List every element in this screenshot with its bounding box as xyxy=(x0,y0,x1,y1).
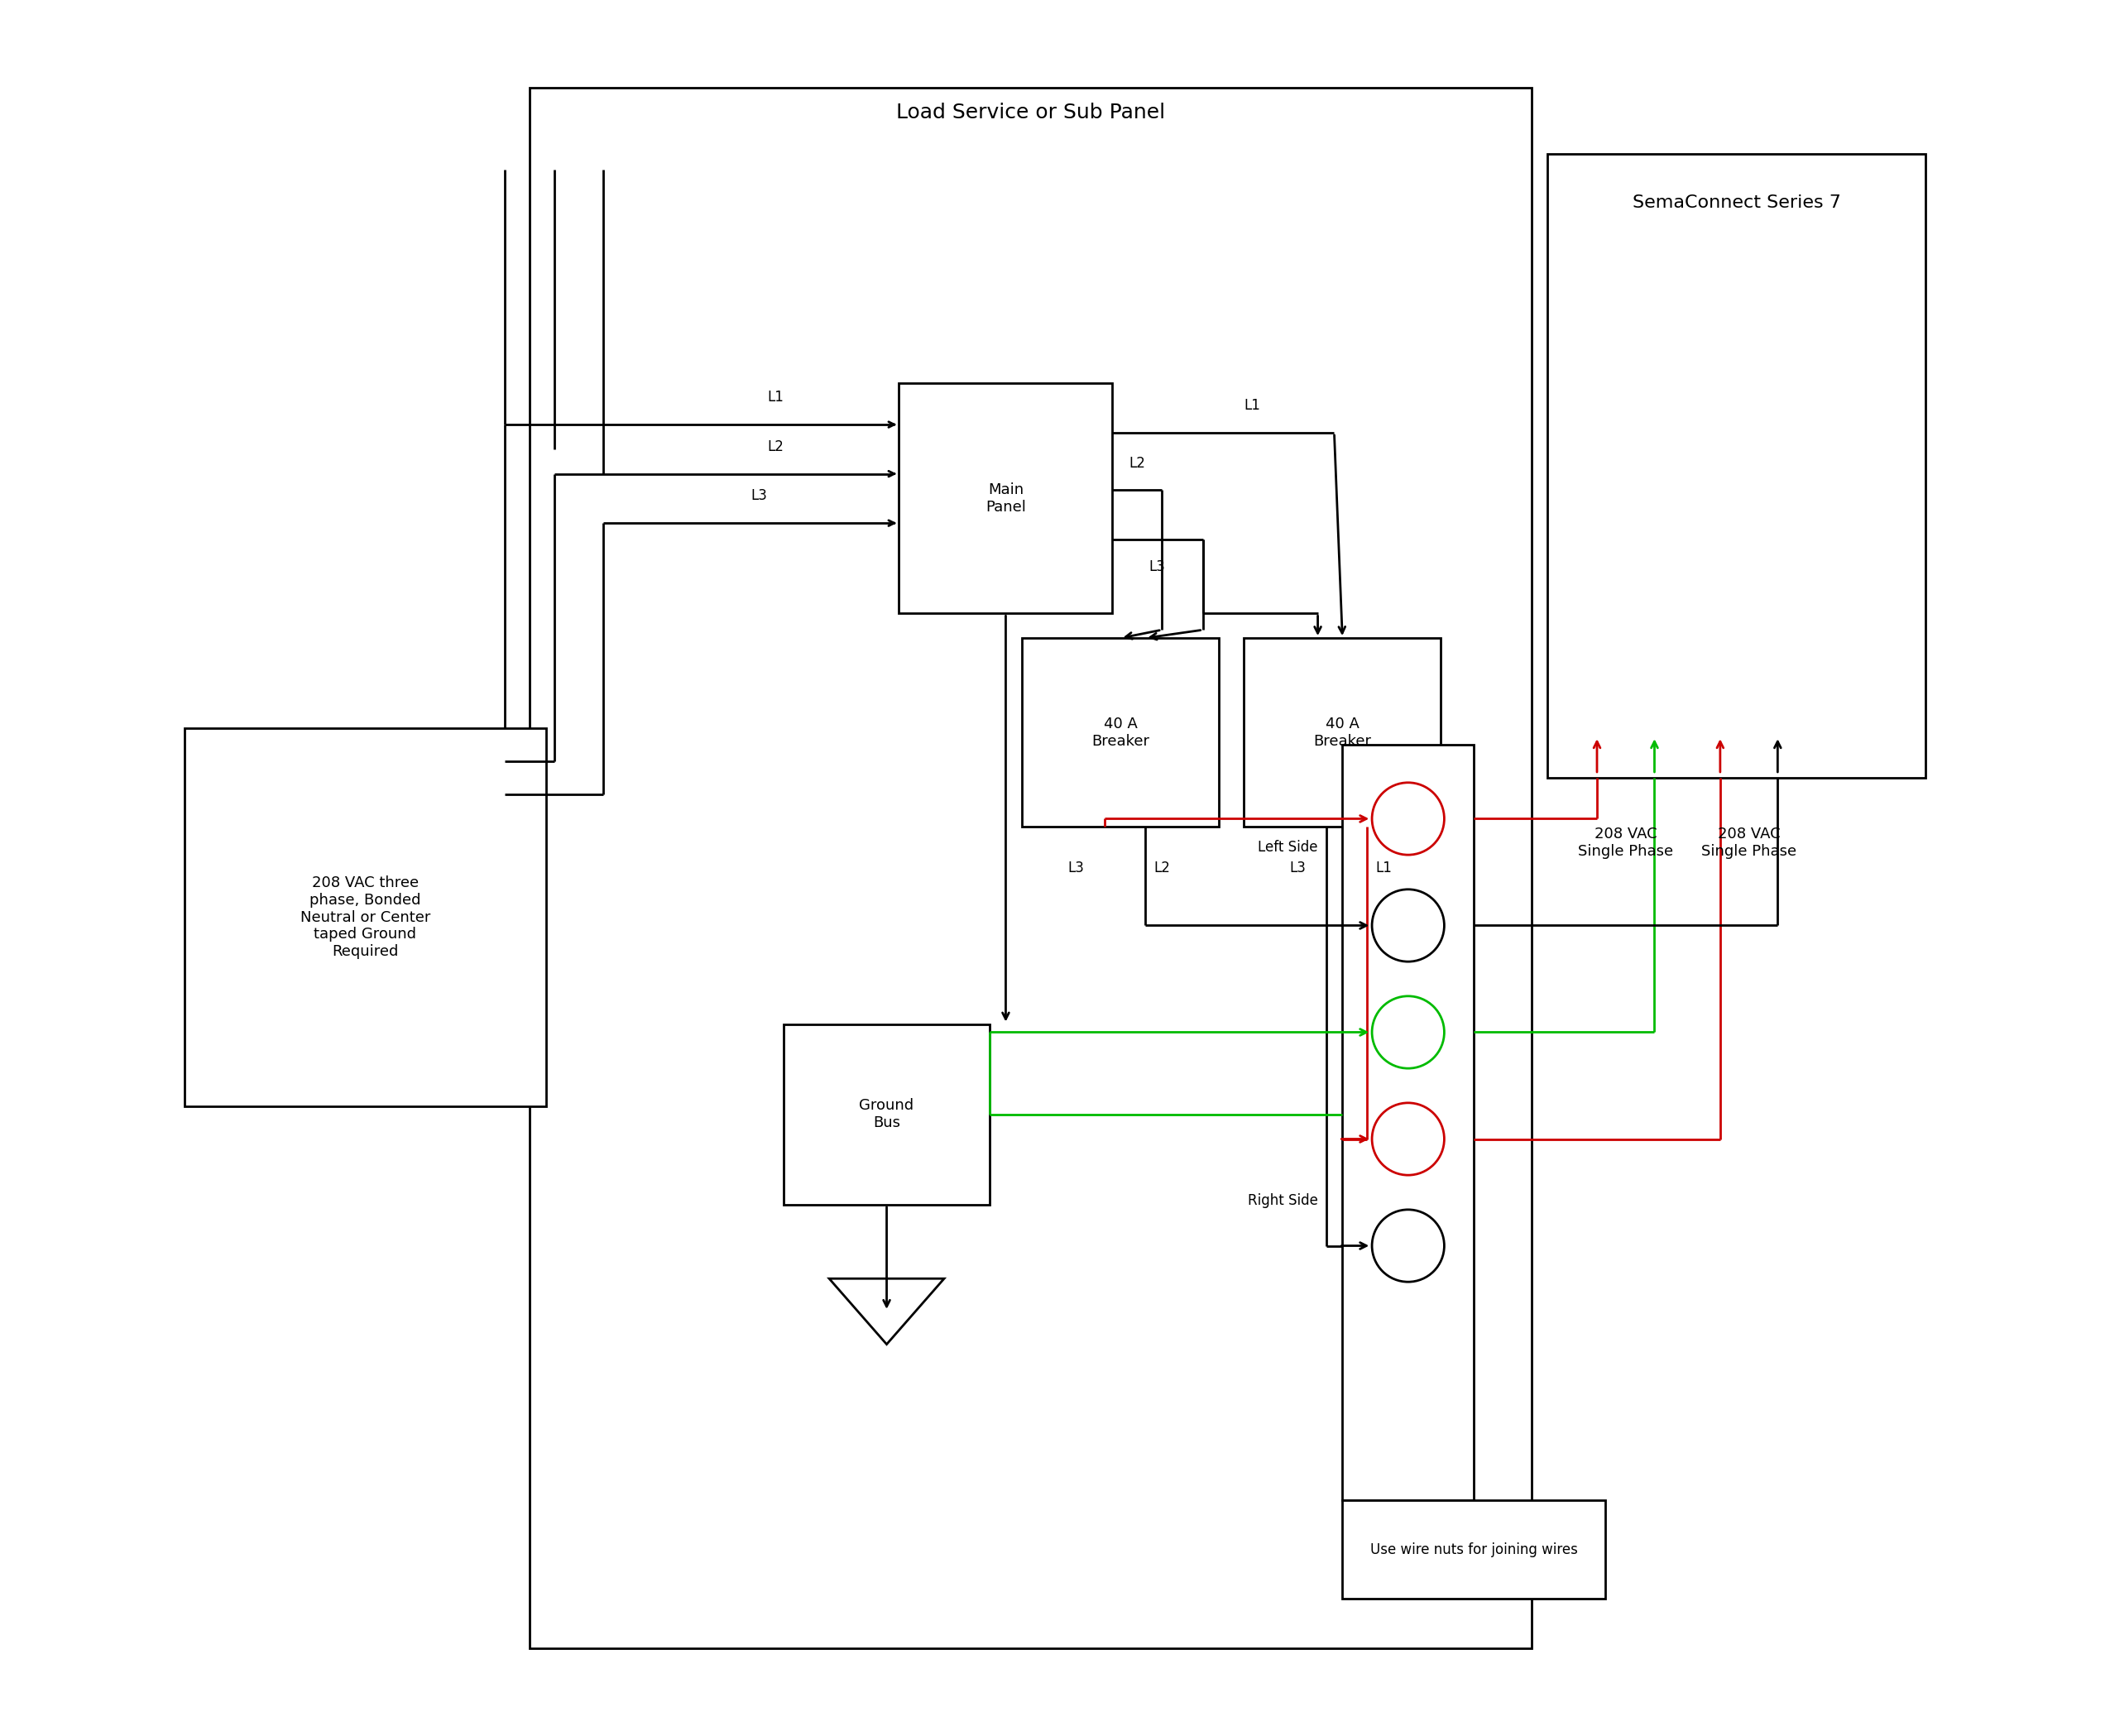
Bar xyxy=(1342,1500,1606,1599)
Text: Main
Panel: Main Panel xyxy=(985,483,1025,514)
Bar xyxy=(899,384,1112,613)
Text: 40 A
Breaker: 40 A Breaker xyxy=(1312,717,1372,748)
Text: L1: L1 xyxy=(1245,398,1260,413)
Bar xyxy=(184,729,546,1106)
Bar xyxy=(1245,639,1441,826)
Text: L1: L1 xyxy=(1376,861,1393,875)
Text: L2: L2 xyxy=(1129,455,1146,470)
Text: 208 VAC
Single Phase: 208 VAC Single Phase xyxy=(1701,826,1796,859)
Text: L2: L2 xyxy=(768,439,785,455)
Text: L3: L3 xyxy=(1068,861,1085,875)
Text: Right Side: Right Side xyxy=(1247,1193,1319,1208)
Text: 208 VAC three
phase, Bonded
Neutral or Center
taped Ground
Required: 208 VAC three phase, Bonded Neutral or C… xyxy=(300,875,430,960)
Bar xyxy=(1342,745,1473,1500)
Circle shape xyxy=(1372,996,1443,1068)
Text: 208 VAC
Single Phase: 208 VAC Single Phase xyxy=(1578,826,1673,859)
Text: Use wire nuts for joining wires: Use wire nuts for joining wires xyxy=(1369,1542,1578,1557)
Text: Left Side: Left Side xyxy=(1258,840,1319,854)
Text: L3: L3 xyxy=(1289,861,1306,875)
Polygon shape xyxy=(829,1279,943,1344)
Text: L2: L2 xyxy=(1154,861,1169,875)
Circle shape xyxy=(1372,889,1443,962)
Circle shape xyxy=(1372,1210,1443,1281)
Circle shape xyxy=(1372,1102,1443,1175)
Text: L3: L3 xyxy=(751,488,768,503)
Bar xyxy=(785,1024,990,1205)
Text: L1: L1 xyxy=(768,391,785,404)
Text: 40 A
Breaker: 40 A Breaker xyxy=(1091,717,1150,748)
Text: L3: L3 xyxy=(1148,559,1165,575)
Bar xyxy=(1021,639,1220,826)
Bar xyxy=(530,89,1532,1647)
Circle shape xyxy=(1372,783,1443,854)
Bar xyxy=(1549,153,1926,778)
Text: Ground
Bus: Ground Bus xyxy=(859,1099,914,1130)
Text: Load Service or Sub Panel: Load Service or Sub Panel xyxy=(897,102,1165,123)
Text: SemaConnect Series 7: SemaConnect Series 7 xyxy=(1633,194,1840,212)
